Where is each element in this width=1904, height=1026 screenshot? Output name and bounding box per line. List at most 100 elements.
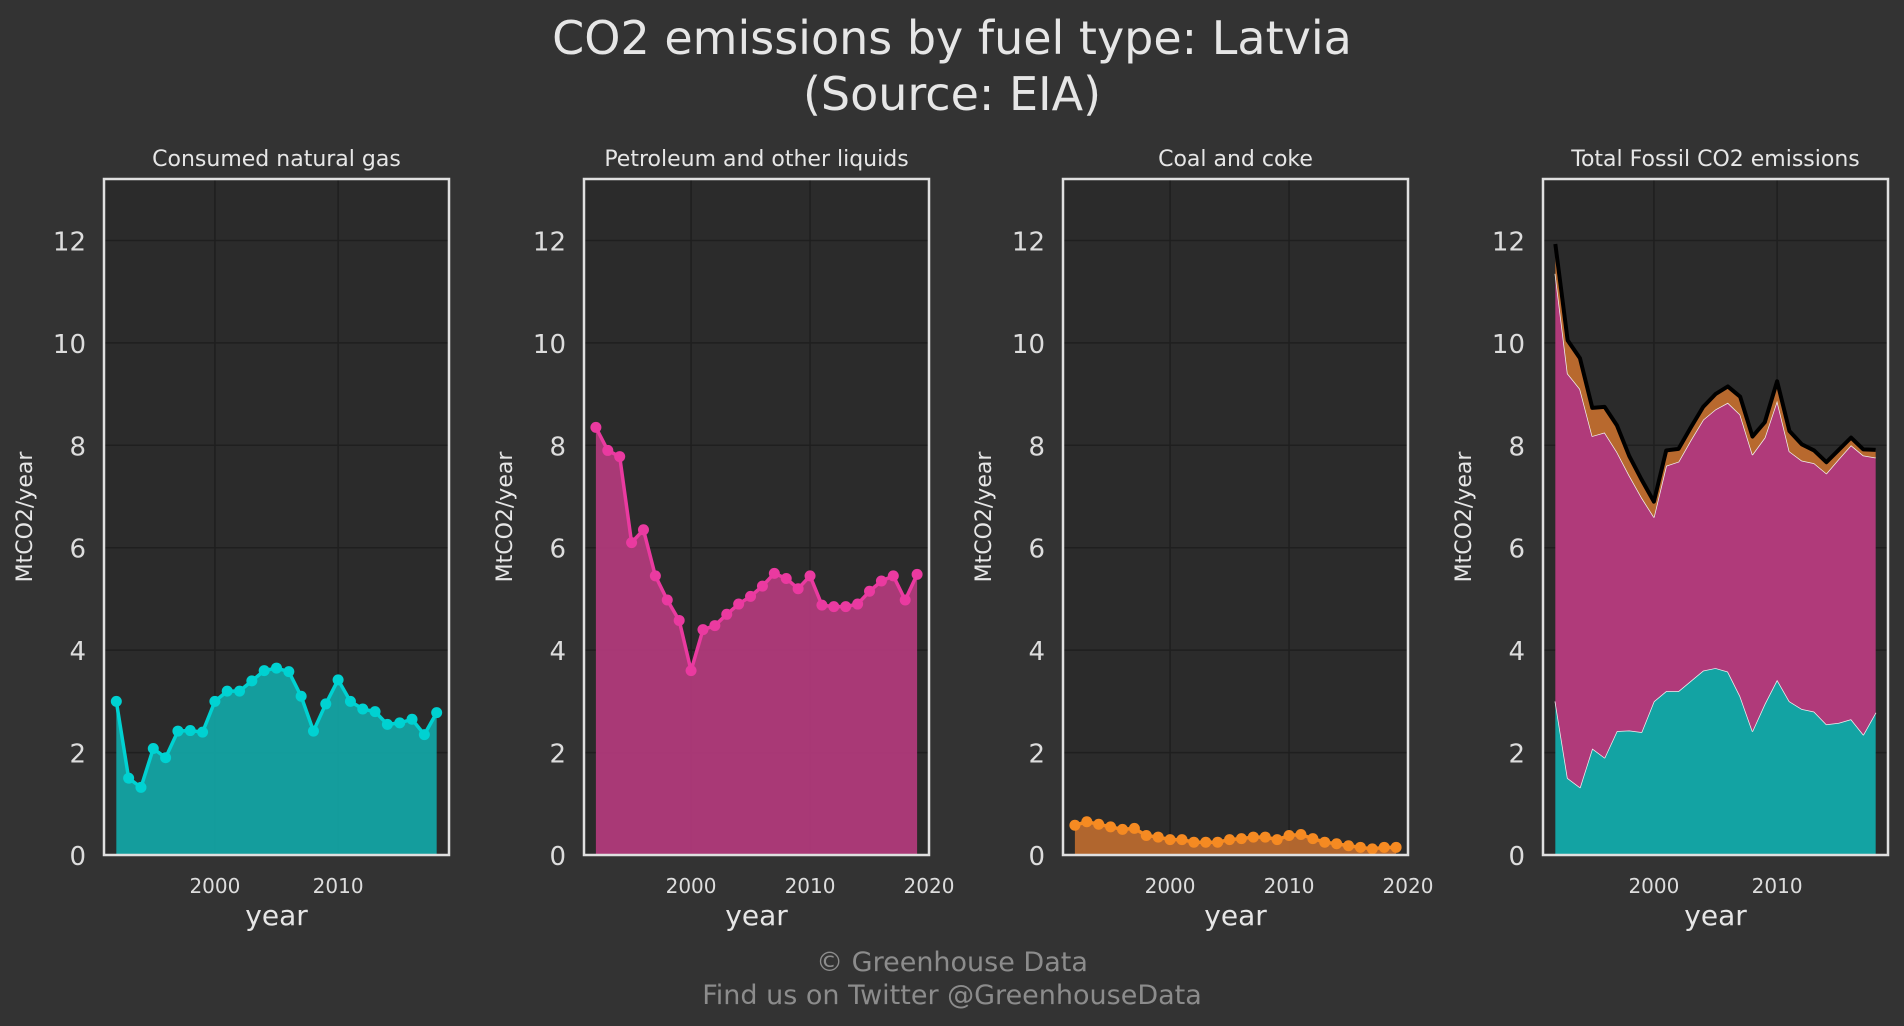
data-point bbox=[852, 598, 864, 610]
x-axis-label: year bbox=[725, 899, 788, 932]
data-point bbox=[709, 620, 721, 632]
data-point bbox=[369, 706, 381, 718]
series-line bbox=[1074, 819, 1397, 851]
data-point bbox=[246, 675, 258, 687]
y-tick-label: 6 bbox=[69, 535, 86, 565]
panel-title: Total Fossil CO2 emissions bbox=[1570, 147, 1860, 172]
data-point bbox=[1378, 841, 1390, 853]
data-point bbox=[637, 524, 649, 536]
stacked-area-3 bbox=[1555, 244, 1876, 517]
data-point bbox=[661, 594, 673, 606]
data-point bbox=[1093, 818, 1105, 830]
panel-2: 0 2 4 6 8 10 12 2000 2010 2020 Petroleum and other… bbox=[493, 147, 954, 932]
y-tick-label: 0 bbox=[549, 842, 566, 872]
plot-frame bbox=[1061, 177, 1410, 857]
data-point bbox=[1176, 834, 1188, 846]
data-point bbox=[1354, 841, 1366, 853]
data-point bbox=[685, 665, 697, 677]
panel-1: 0 2 4 6 8 10 12 2000 2010 Consumed natural gas yea… bbox=[13, 147, 451, 932]
stacked-area-1 bbox=[1555, 668, 1876, 855]
data-point bbox=[590, 421, 602, 433]
y-axis-label: MtCO2/year bbox=[493, 451, 518, 583]
data-point bbox=[673, 614, 685, 626]
panel-title: Consumed natural gas bbox=[152, 147, 401, 172]
panel-4: 0 2 4 6 8 10 12 2000 2010 Total Fossil CO2 emissi… bbox=[1452, 147, 1890, 932]
y-tick-label: 8 bbox=[1028, 432, 1045, 462]
y-tick-label: 12 bbox=[533, 227, 566, 257]
x-axis-label: year bbox=[245, 899, 308, 932]
data-point bbox=[911, 568, 923, 580]
data-point bbox=[147, 742, 159, 754]
total-line bbox=[1553, 243, 1876, 504]
chart-title-line-1: CO2 emissions by fuel type: Latvia bbox=[552, 11, 1352, 65]
data-point bbox=[283, 666, 295, 678]
data-point bbox=[1164, 834, 1176, 846]
y-tick-label: 10 bbox=[1492, 330, 1525, 360]
data-point bbox=[1069, 819, 1081, 831]
y-tick-label: 12 bbox=[53, 227, 86, 257]
x-axis-label: year bbox=[1204, 899, 1267, 932]
y-axis-label: MtCO2/year bbox=[13, 451, 38, 583]
x-axis-label: year bbox=[1684, 899, 1747, 932]
chart-title-line-2: (Source: EIA) bbox=[802, 67, 1102, 121]
data-point bbox=[271, 662, 282, 674]
data-point bbox=[780, 572, 792, 584]
panel-title: Coal and coke bbox=[1158, 147, 1313, 172]
data-point bbox=[1224, 834, 1236, 846]
data-point bbox=[307, 725, 319, 737]
data-point bbox=[197, 726, 209, 738]
data-point bbox=[431, 707, 443, 719]
data-point bbox=[792, 583, 804, 595]
x-tick-label: 2010 bbox=[785, 874, 836, 898]
y-tick-label: 6 bbox=[549, 535, 566, 565]
y-tick-label: 0 bbox=[69, 842, 86, 872]
y-tick-label: 8 bbox=[1508, 432, 1525, 462]
y-tick-label: 8 bbox=[69, 432, 86, 462]
data-point bbox=[320, 698, 332, 710]
data-point bbox=[406, 713, 418, 725]
y-tick-label: 12 bbox=[1492, 227, 1525, 257]
plot-frame bbox=[102, 177, 451, 857]
data-point bbox=[828, 601, 840, 613]
data-point bbox=[733, 598, 745, 610]
data-point bbox=[1343, 840, 1355, 852]
data-point bbox=[381, 718, 393, 730]
footer-twitter: Find us on Twitter @GreenhouseData bbox=[702, 980, 1202, 1011]
y-tick-label: 2 bbox=[69, 740, 86, 770]
y-tick-label: 4 bbox=[1508, 637, 1525, 667]
data-point bbox=[1390, 841, 1402, 853]
data-point bbox=[626, 537, 638, 549]
data-point bbox=[1247, 831, 1259, 843]
y-tick-label: 10 bbox=[533, 330, 566, 360]
data-point bbox=[864, 585, 876, 597]
data-point bbox=[1188, 836, 1200, 848]
data-point bbox=[649, 570, 661, 582]
x-tick-label: 2010 bbox=[1264, 874, 1315, 898]
data-point bbox=[1271, 834, 1283, 846]
data-point bbox=[332, 674, 344, 686]
data-point bbox=[1152, 831, 1164, 843]
data-point bbox=[804, 570, 816, 582]
plot-frame bbox=[1541, 177, 1890, 857]
data-point bbox=[875, 575, 887, 587]
y-axis-label: MtCO2/year bbox=[1452, 451, 1477, 583]
stacked-area-2 bbox=[1555, 273, 1876, 788]
y-tick-label: 10 bbox=[53, 330, 86, 360]
x-tick-label: 2010 bbox=[1752, 874, 1803, 898]
series-area bbox=[595, 427, 918, 855]
data-point bbox=[357, 703, 369, 715]
data-point bbox=[394, 717, 406, 729]
data-point bbox=[234, 685, 246, 697]
data-point bbox=[721, 608, 733, 620]
data-point bbox=[1295, 829, 1307, 841]
data-point bbox=[123, 772, 135, 784]
footer-copyright: © Greenhouse Data bbox=[816, 947, 1088, 978]
x-tick-label: 2020 bbox=[904, 874, 955, 898]
data-point bbox=[209, 695, 221, 707]
data-point bbox=[1331, 838, 1343, 850]
data-point bbox=[135, 781, 147, 793]
data-point bbox=[614, 451, 626, 463]
x-tick-label: 2000 bbox=[1145, 874, 1196, 898]
x-tick-label: 2000 bbox=[1628, 874, 1679, 898]
